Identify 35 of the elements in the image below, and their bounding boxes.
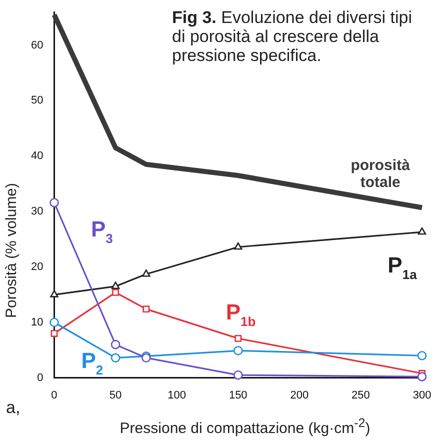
point (234, 334, 242, 342)
x-tick-label: 100 (168, 389, 186, 402)
point (50, 330, 58, 337)
point (112, 288, 120, 296)
y-tick-label: 20 (30, 260, 44, 273)
point (417, 372, 427, 382)
y-axis-title: Porosità (% volume) (4, 182, 21, 318)
point (110, 340, 120, 350)
point (233, 346, 243, 356)
point (142, 270, 150, 277)
y-tick-label: 10 (30, 316, 44, 328)
point (50, 198, 59, 208)
point (50, 318, 59, 328)
y-tick-label: 30 (30, 206, 44, 218)
point (142, 306, 150, 313)
y-tick-label: 60 (30, 39, 44, 52)
y-tick-label: 0 (37, 372, 44, 384)
point (417, 350, 427, 360)
text: Fig 3. Evoluzione dei diversi tipi di porosità al crescere della pressione specifica. (172, 8, 414, 65)
text: a, (6, 398, 20, 418)
point (234, 242, 242, 250)
point (110, 353, 120, 362)
x-axis-title: Pressione di compattazione (kg·cm$^{-2}$) (118, 416, 372, 437)
x-tick-label: 300 (412, 389, 432, 402)
x-tick-label: 0 (51, 389, 58, 402)
x-tick-label: 200 (290, 389, 309, 402)
x-tick-label: 250 (352, 389, 370, 402)
series-label: porosità totale (350, 156, 411, 191)
y-tick-label: 40 (30, 150, 44, 162)
point (111, 282, 120, 289)
point (418, 227, 426, 235)
y-tick-label: 50 (30, 94, 44, 107)
x-tick-label: 150 (228, 389, 248, 402)
x-tick-label: 50 (109, 389, 122, 402)
point (233, 370, 243, 380)
